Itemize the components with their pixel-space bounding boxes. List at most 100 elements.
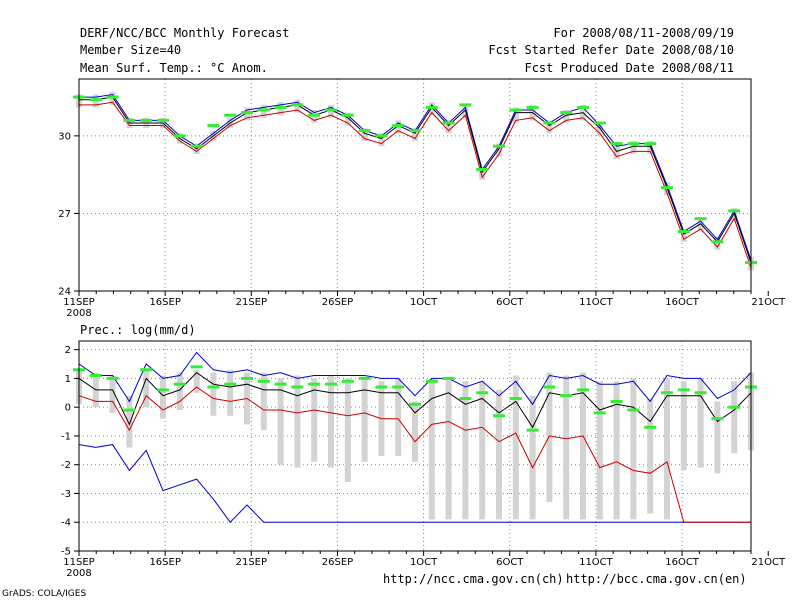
observed-marker	[442, 376, 455, 380]
observed-marker	[644, 142, 657, 146]
observed-marker	[644, 425, 657, 429]
observed-marker	[241, 111, 253, 115]
ensemble-range-bar	[378, 133, 385, 147]
observed-marker	[308, 382, 321, 386]
x-tick-year-label: 2008	[66, 568, 91, 579]
ensemble-range-bar	[563, 375, 570, 520]
y-tick-label: -2	[61, 460, 71, 471]
observed-marker	[425, 379, 438, 383]
y-tick-label: -1	[61, 431, 71, 442]
x-tick-label: 11OCT	[579, 297, 614, 308]
observed-marker	[157, 388, 169, 392]
grads-credit: GrADS: COLA/IGES	[2, 589, 87, 599]
observed-marker	[140, 368, 153, 372]
header-variable: Mean Surf. Temp.: °C Anom.	[80, 61, 268, 75]
header-title: DERF/NCC/BCC Monthly Forecast	[80, 26, 290, 40]
observed-marker	[308, 113, 321, 117]
temperature-panel: 24 27 30 11SEP 16SEP 21SEP 26SEP 1OCT 6OCT 11OCT 1…	[58, 78, 786, 319]
ensemble-range-bar	[143, 369, 150, 408]
series-line-lower	[79, 101, 752, 268]
observed-marker	[409, 129, 421, 133]
y-tick-label: 2	[65, 345, 71, 356]
ensemble-range-bar	[664, 378, 670, 520]
observed-marker	[224, 113, 237, 117]
observed-marker	[610, 142, 623, 146]
observed-marker	[375, 385, 388, 389]
observed-marker	[493, 414, 505, 418]
observed-marker	[123, 408, 136, 412]
series-line-upper	[79, 93, 752, 261]
observed-marker	[207, 385, 220, 389]
observed-marker	[425, 105, 438, 109]
ensemble-range-bar	[647, 398, 654, 514]
observed-marker	[593, 411, 606, 415]
ensemble-range-bar	[277, 378, 284, 465]
observed-marker	[207, 124, 220, 128]
ensemble-range-bar	[395, 378, 402, 457]
observed-marker	[476, 391, 489, 395]
y-tick-label: -5	[61, 547, 71, 558]
series-line-mean	[79, 96, 752, 263]
observed-marker	[106, 95, 119, 99]
x-tick-label: 26SEP	[322, 297, 353, 308]
observed-marker	[392, 124, 405, 128]
ensemble-range-bar	[361, 128, 368, 142]
ensemble-range-bar	[462, 381, 469, 520]
precipitation-panel: Prec.: log(mm/d) -5 -4 -3 -2 -1 0 1 2 11SEP 16SEP 2…	[61, 323, 786, 579]
ensemble-range-bar	[496, 143, 502, 157]
observed-marker	[661, 391, 673, 395]
ensemble-range-bar	[311, 378, 318, 462]
ensemble-range-bar	[680, 228, 687, 242]
observed-marker	[593, 121, 606, 125]
ensemble-range-bar	[210, 372, 217, 416]
header-produced-date: Fcst Produced Date 2008/08/11	[524, 61, 734, 75]
y-tick-label: 0	[65, 403, 71, 414]
observed-marker	[358, 129, 371, 133]
x-tick-label: 16OCT	[665, 557, 700, 568]
ensemble-range-bar	[630, 141, 637, 154]
observed-marker	[325, 108, 337, 112]
ensemble-range-bar	[344, 112, 351, 126]
observed-marker	[493, 144, 505, 148]
observed-marker	[476, 167, 489, 171]
x-tick-label: 11SEP	[63, 557, 94, 568]
ensemble-range-bar	[596, 122, 603, 136]
ensemble-range-bar	[160, 375, 166, 419]
observed-marker	[241, 376, 253, 380]
observed-marker	[577, 388, 589, 392]
x-tick-label: 21OCT	[751, 297, 786, 308]
observed-marker	[661, 186, 673, 190]
series-line-mean	[78, 371, 752, 429]
footer-url-ch[interactable]: http://ncc.cma.gov.cn(ch)	[383, 572, 564, 586]
observed-marker	[274, 382, 287, 386]
ensemble-range-bar	[412, 401, 418, 462]
observed-marker	[190, 365, 203, 369]
footer-url-en[interactable]: http://bcc.cma.gov.cn(en)	[566, 572, 747, 586]
ensemble-range-bar	[697, 218, 704, 232]
observed-marker	[627, 408, 640, 412]
ensemble-range-bar	[227, 369, 234, 416]
observed-marker	[526, 105, 539, 109]
ensemble-range-bar	[512, 107, 519, 123]
header-start-date: Fcst Started Refer Date 2008/08/10	[488, 43, 734, 57]
observed-marker	[123, 118, 136, 122]
x-tick-label: 1OCT	[410, 557, 438, 568]
observed-marker	[509, 397, 522, 401]
observed-marker	[694, 391, 707, 395]
observed-marker	[459, 397, 472, 401]
observed-marker	[140, 118, 153, 122]
observed-marker	[224, 382, 237, 386]
y-tick-label: 30	[58, 131, 71, 142]
ensemble-range-bar	[445, 378, 452, 520]
header-member-size: Member Size=40	[80, 43, 182, 57]
ensemble-range-bar	[512, 375, 519, 520]
ensemble-range-bar	[563, 110, 570, 123]
observed-marker	[560, 111, 573, 115]
y-tick-label: 27	[58, 209, 71, 220]
observed-marker	[560, 394, 573, 398]
ensemble-range-bar	[176, 372, 183, 411]
ensemble-range-bar	[126, 395, 133, 448]
observed-marker	[341, 379, 354, 383]
observed-marker	[543, 385, 556, 389]
